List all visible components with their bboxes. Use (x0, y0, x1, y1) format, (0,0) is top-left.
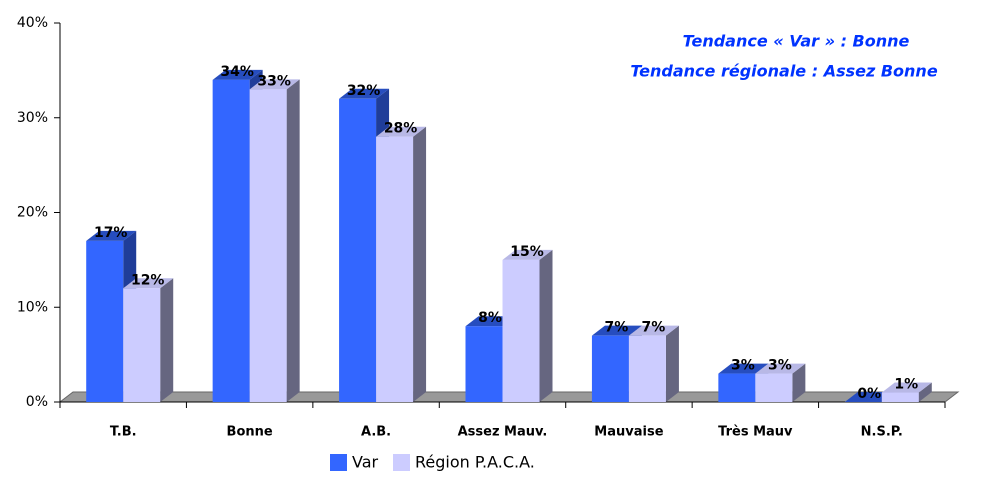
value-label: 12% (131, 272, 165, 288)
bar (123, 288, 161, 402)
bar-top (628, 325, 679, 336)
bar-top (212, 69, 263, 80)
legend-swatch (330, 454, 347, 471)
value-label: 33% (257, 73, 291, 89)
bar-top (376, 126, 427, 137)
x-tick-label: A.B. (361, 425, 391, 440)
bar (339, 98, 377, 403)
y-tick-label: 40% (17, 15, 48, 31)
y-tick-label: 10% (17, 299, 48, 315)
value-label: 15% (510, 244, 544, 260)
bar (591, 335, 629, 402)
bar-top (591, 325, 642, 336)
x-tick-label: T.B. (110, 425, 137, 440)
value-label: 32% (347, 83, 381, 99)
bar (212, 79, 250, 402)
value-label: 7% (642, 320, 666, 336)
legend-label: Région P.A.C.A. (415, 453, 535, 472)
bar-top (502, 249, 553, 260)
x-tick-label: Assez Mauv. (458, 425, 548, 440)
bar-top (718, 363, 769, 374)
value-label: 7% (605, 320, 629, 336)
bar-side (413, 126, 427, 402)
bar (755, 373, 793, 402)
value-label: 3% (731, 358, 755, 374)
value-label: 3% (768, 358, 792, 374)
legend-label: Var (352, 453, 379, 472)
y-tick-label: 20% (17, 205, 48, 221)
bar-side (665, 325, 679, 402)
bar-side (286, 79, 300, 402)
value-label: 34% (220, 64, 254, 80)
bar-side (918, 382, 932, 402)
bar-top (881, 382, 932, 393)
annotation: Tendance « Var » : Bonne (683, 32, 910, 51)
bar-side (792, 363, 806, 402)
x-tick-label: Bonne (227, 425, 273, 440)
value-label: 8% (478, 310, 502, 326)
bar-top (123, 278, 174, 289)
bar-top (339, 88, 390, 99)
bar (718, 373, 756, 402)
y-tick-label: 30% (17, 110, 48, 126)
x-tick-label: Mauvaise (594, 425, 663, 440)
x-tick-label: N.S.P. (861, 425, 903, 440)
bar-side (539, 249, 553, 402)
bar-top (249, 79, 300, 90)
bar-side (160, 278, 174, 402)
value-label: 0% (857, 386, 881, 402)
bar (249, 89, 287, 402)
annotation: Tendance régionale : Assez Bonne (630, 62, 938, 81)
value-label: 28% (384, 121, 418, 137)
bar (628, 335, 666, 402)
bar-top (86, 230, 137, 241)
bar (376, 136, 414, 402)
value-label: 1% (894, 377, 918, 393)
bar (86, 240, 124, 402)
bar (881, 392, 919, 402)
value-label: 17% (94, 225, 128, 241)
legend-swatch (393, 454, 410, 471)
bar (465, 326, 503, 402)
bar (502, 259, 540, 402)
bar-top (755, 363, 806, 374)
x-tick-label: Très Mauv (718, 425, 793, 440)
y-tick-label: 0% (26, 394, 48, 410)
